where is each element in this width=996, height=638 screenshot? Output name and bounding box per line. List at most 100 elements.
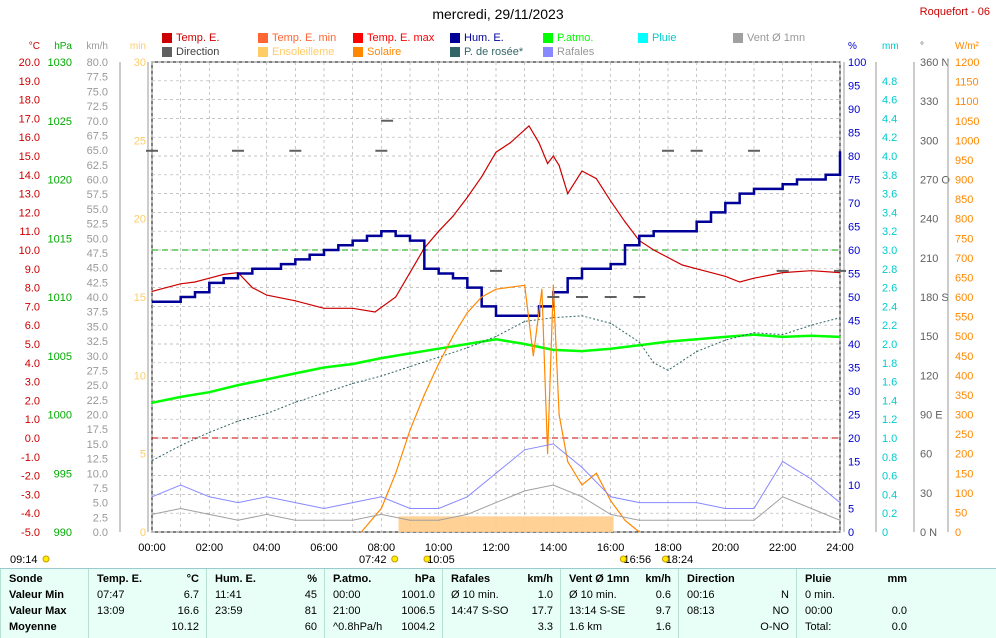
- axis-tick-hum: 35: [848, 363, 860, 375]
- axis-tick-temp: 2.0: [25, 395, 40, 407]
- series-point: [667, 369, 669, 371]
- series-point: [380, 507, 382, 510]
- legend-label: P. de rosée*: [464, 46, 524, 58]
- humidity-point: [567, 277, 569, 279]
- series-point: [558, 413, 560, 416]
- series-point: [409, 365, 411, 368]
- footer-header: Direction: [679, 573, 797, 589]
- series-point: [753, 277, 755, 279]
- axis-tick-rain: 4.8: [882, 76, 897, 88]
- footer-row: 08:13 NO: [679, 605, 797, 621]
- axis-tick-temp: 14.0: [19, 170, 40, 182]
- series-point: [481, 176, 483, 178]
- axis-tick-solar: 700: [955, 253, 973, 265]
- axis-tick-rain: 1.6: [882, 377, 897, 389]
- axis-tick-wind: 25.0: [87, 380, 108, 392]
- series-point: [724, 339, 726, 341]
- legend-label: Temp. E. min: [272, 32, 337, 44]
- humidity-point: [237, 273, 239, 274]
- series-point: [724, 519, 726, 521]
- axis-tick-solar: 600: [955, 292, 973, 304]
- legend-item: Pluie: [638, 32, 676, 44]
- series-point: [237, 420, 239, 422]
- series-point: [667, 256, 669, 259]
- footer-row: 0 min.: [797, 589, 915, 605]
- axis-tick-sun: 20: [134, 214, 146, 226]
- axis-tick-rain: 3.6: [882, 189, 897, 201]
- footer-row-time: 00:00: [805, 605, 833, 617]
- legend-swatch: [162, 47, 172, 57]
- axis-tick-sun: 0: [140, 527, 146, 539]
- series-point: [782, 460, 784, 463]
- time-marker: 09:14: [10, 554, 38, 566]
- axis-tick-rain: 3.0: [882, 245, 897, 257]
- axis-tick-dir: 180 S: [920, 292, 949, 304]
- station-link[interactable]: Roquefort - 06: [919, 6, 990, 18]
- humidity-point: [796, 179, 798, 180]
- footer-header: Hum. E.%: [207, 573, 325, 589]
- x-tick-label: 10:00: [425, 542, 453, 554]
- axis-tick-rain: 2.0: [882, 339, 897, 351]
- series-point: [782, 336, 784, 338]
- series-point: [151, 402, 153, 404]
- footer-row-value: 60: [304, 621, 317, 633]
- humidity-point: [466, 287, 468, 289]
- axis-tick-wind: 30.0: [87, 351, 108, 363]
- axis-tick-rain: 2.8: [882, 264, 897, 276]
- series-point: [581, 350, 583, 352]
- axis-tick-temp: 10.0: [19, 245, 40, 257]
- humidity-point: [309, 254, 311, 256]
- axis-tick-solar: 500: [955, 331, 973, 343]
- axis-tick-hum: 40: [848, 339, 860, 351]
- footer-unit: hPa: [414, 573, 435, 585]
- axis-tick-wind: 52.5: [87, 219, 108, 231]
- humidity-point: [151, 301, 153, 303]
- footer-row-time: 0 min.: [805, 589, 835, 601]
- axis-tick-wind: 40.0: [87, 292, 108, 304]
- humidity-point: [266, 268, 268, 270]
- legend-label: Solaire: [367, 46, 402, 58]
- legend-item: Temp. E. min: [258, 32, 336, 44]
- series-point: [438, 362, 440, 365]
- series-point: [251, 287, 253, 289]
- axis-tick-temp: 5.0: [25, 339, 40, 351]
- series-point: [466, 343, 468, 345]
- footer-row-value: 1.6: [655, 621, 671, 633]
- axis-tick-wind: 2.5: [93, 512, 108, 524]
- axis-tick-solar: 150: [955, 468, 973, 480]
- series-point: [810, 478, 812, 480]
- humidity-point: [825, 174, 827, 176]
- series-point: [509, 286, 511, 288]
- axis-tick-solar: 100: [955, 488, 973, 500]
- series-point: [610, 200, 612, 202]
- footer-row-value: 1006.5: [401, 605, 435, 617]
- series-point: [638, 502, 640, 504]
- time-marker: 16:56: [624, 554, 652, 566]
- series-point: [180, 444, 182, 447]
- axis-tick-wind: 35.0: [87, 321, 108, 333]
- axis-tick-wind: 55.0: [87, 204, 108, 216]
- axis-tick-wind: 72.5: [87, 101, 108, 113]
- axis-tick-wind: 5.0: [93, 498, 108, 510]
- axis-tick-temp: 16.0: [19, 132, 40, 144]
- axis-tick-press: 1015: [48, 233, 72, 245]
- footer-unit: km/h: [645, 573, 671, 585]
- series-point: [610, 322, 612, 324]
- x-tick-label: 08:00: [368, 542, 396, 554]
- series-point: [352, 502, 354, 504]
- axis-tick-press: 1025: [48, 116, 72, 128]
- axis-tick-wind: 12.5: [87, 454, 108, 466]
- axis-tick-wind: 7.5: [93, 483, 108, 495]
- series-point: [558, 164, 560, 166]
- series-point: [696, 350, 698, 353]
- humidity-point: [624, 244, 626, 246]
- axis-tick-rain: 2.2: [882, 320, 897, 332]
- footer-row-value: N: [781, 589, 789, 601]
- axis-tick-hum: 45: [848, 316, 860, 328]
- footer-row-time: 00:16: [687, 589, 715, 601]
- axis-tick-press: 990: [54, 527, 72, 539]
- series-point: [380, 513, 382, 515]
- series-point: [294, 401, 296, 403]
- axis-tick-hum: 100: [848, 57, 866, 69]
- humidity-point: [208, 282, 210, 284]
